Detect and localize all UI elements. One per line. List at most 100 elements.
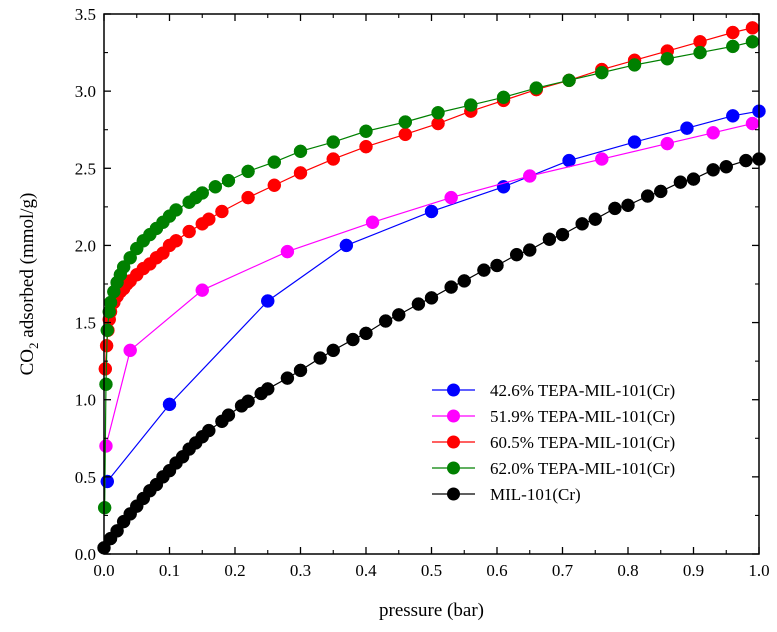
legend-label: 51.9% TEPA-MIL-101(Cr) [490, 407, 675, 426]
data-point [575, 217, 589, 231]
data-point [627, 58, 642, 72]
data-point [392, 308, 406, 322]
data-point [726, 109, 740, 123]
x-tick-label: 0.2 [224, 561, 245, 580]
data-point [202, 212, 216, 226]
axis-ticks [103, 13, 760, 555]
data-point [182, 224, 196, 239]
data-point [640, 189, 655, 203]
legend-item: 60.5% TEPA-MIL-101(Cr) [432, 433, 675, 452]
data-point [378, 314, 393, 328]
data-point [739, 153, 753, 168]
data-point [555, 227, 570, 242]
data-point [221, 408, 236, 422]
x-tick-label: 0.9 [683, 561, 704, 580]
data-point [98, 362, 113, 376]
x-tick-label: 0.1 [159, 561, 180, 580]
data-point [457, 274, 471, 288]
series-3 [97, 35, 760, 515]
y-tick-label: 1.0 [75, 391, 96, 410]
data-point [169, 234, 183, 248]
x-tick-label: 1.0 [748, 561, 769, 580]
data-point [195, 186, 209, 200]
data-point [673, 175, 688, 189]
data-point [398, 115, 413, 129]
y-tick-label: 0.5 [75, 468, 96, 487]
data-point [726, 39, 740, 54]
data-point [280, 371, 295, 385]
data-point [313, 351, 327, 365]
data-point [496, 90, 511, 105]
data-point [523, 169, 537, 183]
data-point [326, 343, 340, 358]
data-point [490, 258, 504, 273]
data-point [280, 244, 295, 259]
data-point [346, 332, 360, 347]
plot-area [97, 21, 766, 555]
data-point [726, 25, 740, 40]
series-1 [99, 116, 760, 453]
data-point [261, 294, 275, 308]
data-point [208, 180, 223, 194]
y-tick-label: 2.0 [75, 236, 96, 255]
data-point [627, 135, 642, 149]
x-axis-title: pressure (bar) [379, 600, 484, 621]
data-point [745, 116, 760, 131]
data-point [267, 178, 282, 193]
x-tick-label: 0.8 [617, 561, 638, 580]
legend-item: 42.6% TEPA-MIL-101(Cr) [432, 381, 675, 400]
x-tick-label: 0.0 [93, 561, 114, 580]
legend-item: 51.9% TEPA-MIL-101(Cr) [432, 407, 675, 426]
data-point [660, 51, 675, 66]
legend-marker [447, 487, 460, 501]
data-point [686, 172, 701, 186]
data-point [464, 98, 478, 112]
y-tick-label: 3.0 [75, 82, 96, 101]
y-axis-title-rest: adsorbed (mmol/g) [17, 193, 38, 343]
y-axis-title: CO2 adsorbed (mmol/g) [17, 193, 41, 376]
legend-marker [447, 435, 460, 449]
legend: 42.6% TEPA-MIL-101(Cr) 51.9% TEPA-MIL-101… [432, 381, 675, 504]
data-point [195, 283, 209, 297]
data-point [293, 166, 308, 180]
legend-marker [447, 383, 460, 397]
data-point [100, 323, 115, 338]
axis-tick-labels: 0.0 0.1 0.2 0.3 0.4 0.5 0.6 0.7 0.8 0.9 1.0 0.0 0.5 1… [75, 5, 770, 580]
data-point [424, 291, 439, 305]
data-point [99, 439, 113, 453]
data-point [123, 343, 137, 358]
data-point [588, 212, 602, 226]
y-tick-label: 1.5 [75, 314, 96, 333]
x-tick-label: 0.6 [486, 561, 507, 580]
y-axis-title-subscript: 2 [26, 342, 41, 349]
data-point [477, 263, 491, 277]
data-point [444, 280, 458, 294]
data-point [202, 423, 216, 438]
data-point [595, 65, 609, 80]
data-point [339, 238, 354, 253]
data-point [267, 155, 282, 169]
data-point [99, 377, 113, 392]
data-point [169, 203, 183, 217]
legend-marker [447, 409, 460, 423]
data-point [365, 215, 380, 230]
data-point [562, 73, 576, 88]
series-0 [100, 104, 766, 489]
data-point [621, 198, 635, 213]
data-point [293, 144, 308, 159]
data-point [261, 382, 275, 396]
x-tick-label: 0.7 [552, 561, 574, 580]
data-point [359, 139, 373, 154]
y-tick-label: 2.5 [75, 159, 96, 178]
data-point [654, 184, 668, 199]
data-point [162, 397, 177, 412]
data-point [680, 121, 694, 135]
data-point [444, 190, 458, 205]
data-point [523, 243, 537, 257]
data-point [241, 190, 255, 205]
data-point [529, 81, 544, 95]
data-point [706, 163, 720, 177]
data-point [660, 136, 675, 151]
y-tick-label: 0.0 [75, 545, 96, 564]
